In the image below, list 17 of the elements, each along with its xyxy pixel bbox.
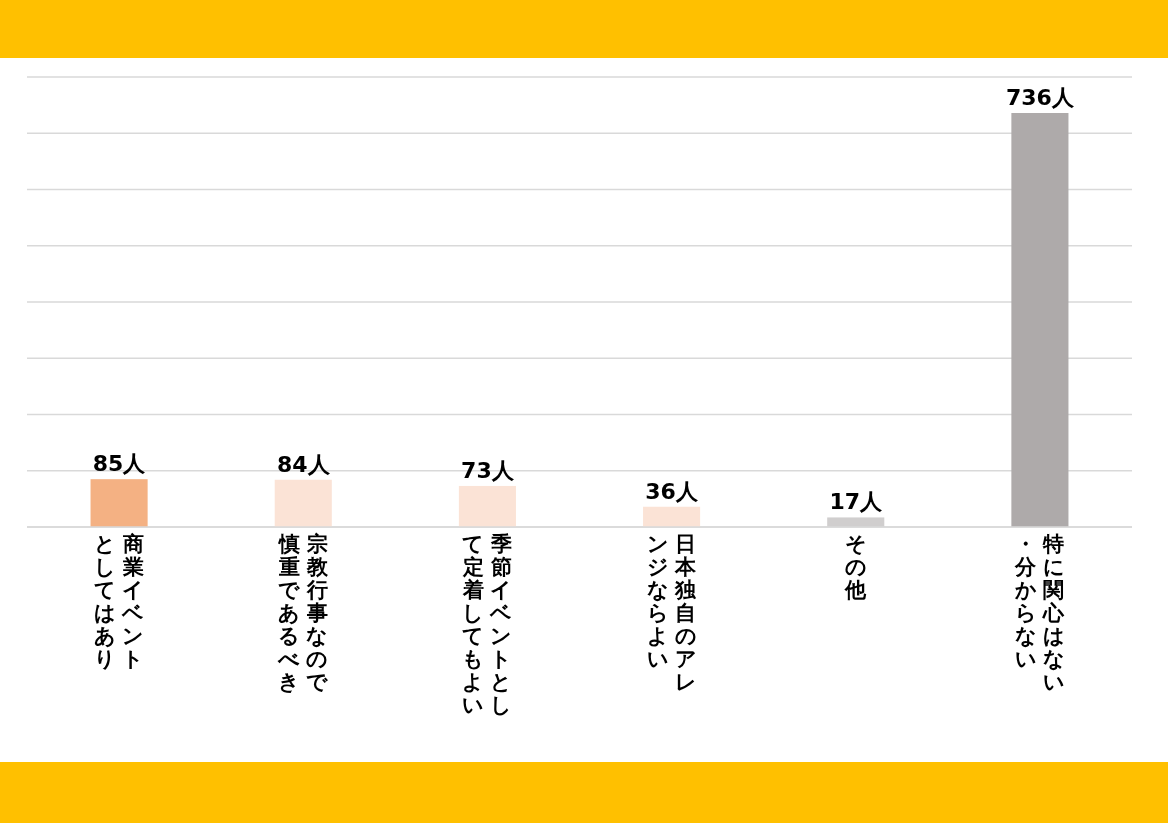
bar [643, 506, 701, 527]
data-label: 736人 [1005, 85, 1075, 110]
bar [458, 485, 516, 527]
data-label: 73人 [461, 457, 515, 483]
bar [274, 479, 332, 527]
data-label: 17人 [829, 489, 884, 515]
data-label: 84人 [276, 451, 331, 477]
category-label: 特に関心はない・分からない [1014, 532, 1065, 694]
bar [90, 479, 148, 527]
bar [1011, 113, 1069, 527]
data-label: 85人 [92, 451, 147, 477]
data-label: 36人 [645, 478, 699, 504]
category-label: 宗教行事なので慎重であるべき [278, 532, 329, 694]
category-label: 日本独自のアレンジならよい [646, 532, 697, 694]
category-label: 商業イベントとしてはあり [94, 532, 145, 671]
category-label: 季節イベントとして定着してもよい [462, 532, 513, 717]
x-tick-label: その他 [843, 532, 868, 602]
